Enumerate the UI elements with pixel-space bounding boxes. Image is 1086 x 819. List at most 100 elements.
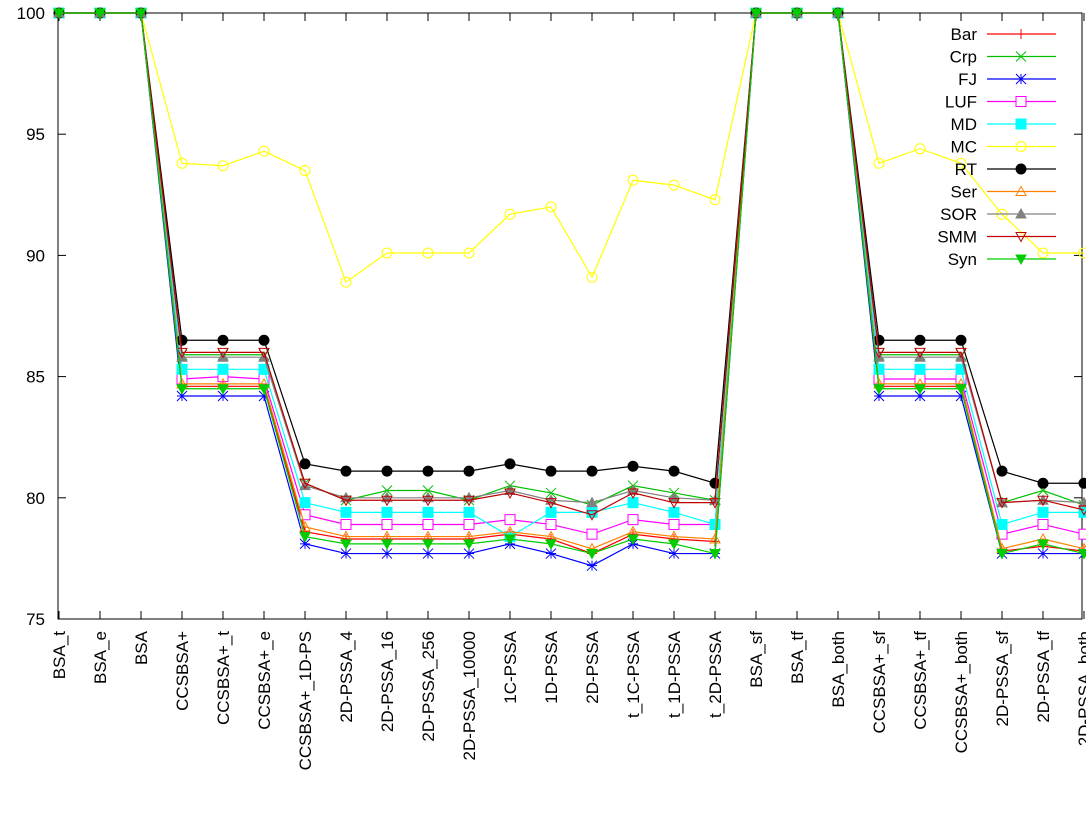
data-point	[955, 384, 967, 395]
data-point	[299, 497, 311, 509]
data-point	[422, 548, 434, 559]
data-point	[586, 528, 598, 540]
data-point	[996, 549, 1008, 560]
series-line	[59, 12, 1085, 555]
data-point	[1015, 254, 1027, 266]
x-tick-label: 2D-PSSA_tf	[1034, 631, 1053, 723]
data-point	[217, 384, 229, 395]
data-point	[914, 384, 926, 395]
x-tick-label: BSA_t	[50, 631, 69, 679]
data-point	[381, 539, 393, 550]
data-point	[586, 465, 598, 477]
x-tick-label: BSA_tf	[788, 631, 807, 684]
data-point	[1037, 477, 1049, 489]
series-luf	[53, 7, 1086, 540]
data-point	[422, 506, 434, 518]
x-tick-label: BSA_both	[829, 631, 848, 708]
data-point	[627, 484, 639, 496]
x-tick-label: 2D-PSSA_both	[1075, 631, 1086, 746]
series-layer	[53, 6, 1086, 572]
data-point	[176, 390, 188, 402]
data-point	[586, 510, 598, 521]
data-point	[504, 208, 516, 220]
data-point	[914, 334, 926, 346]
data-point	[955, 390, 967, 402]
legend-label: RT	[955, 160, 977, 179]
data-point	[545, 487, 557, 499]
legend-item-ser: Ser	[951, 183, 1056, 202]
data-point	[463, 247, 475, 259]
data-point	[217, 363, 229, 375]
series-line	[59, 12, 1084, 538]
legend-item-syn: Syn	[948, 250, 1056, 269]
series-fj	[53, 7, 1086, 572]
legend-item-sor: SOR	[940, 205, 1056, 224]
data-point	[176, 363, 188, 375]
y-tick-label: 90	[26, 246, 45, 265]
data-point	[463, 548, 475, 559]
data-point	[1016, 29, 1026, 39]
legend-item-mc: MC	[951, 138, 1056, 157]
x-tick-label: 2D-PSSA	[583, 630, 602, 703]
x-tick-label: 2D-PSSA_4	[337, 631, 356, 723]
data-point	[586, 271, 598, 283]
x-tick-label: 2D-PSSA_16	[378, 631, 397, 732]
data-point	[545, 518, 557, 530]
legend-item-bar: Bar	[951, 25, 1056, 44]
data-point	[463, 518, 475, 530]
data-point	[258, 384, 270, 395]
x-tick-label: CCSBSA+	[173, 631, 192, 711]
data-point	[709, 549, 721, 560]
series-rt	[53, 7, 1086, 489]
data-point	[463, 495, 475, 507]
data-point	[668, 539, 680, 550]
x-tick-label: BSA_sf	[747, 631, 766, 688]
legend-label: FJ	[958, 70, 977, 89]
data-point	[299, 509, 311, 521]
data-point	[1015, 73, 1027, 85]
legend-item-luf: LUF	[945, 93, 1056, 112]
data-point	[176, 347, 188, 359]
data-point	[627, 460, 639, 472]
data-point	[299, 478, 311, 490]
data-point	[873, 390, 885, 402]
x-tick-label: t_1C-PSSA	[624, 630, 643, 718]
y-tick-label: 100	[17, 4, 45, 23]
data-point	[914, 347, 926, 359]
data-point	[1078, 528, 1086, 540]
series-smm	[53, 8, 1086, 521]
data-point	[340, 465, 352, 477]
legend-label: SMM	[937, 228, 977, 247]
data-point	[381, 548, 393, 559]
legend-label: Ser	[951, 183, 978, 202]
data-point	[1015, 207, 1027, 219]
data-point	[422, 539, 434, 550]
data-point	[176, 157, 188, 169]
data-point	[668, 518, 680, 530]
data-point	[914, 143, 926, 155]
legend-label: MC	[951, 138, 977, 157]
data-point	[709, 532, 721, 544]
series-line	[59, 12, 1085, 506]
x-tick-label: t_1D-PSSA	[665, 630, 684, 718]
data-point	[873, 384, 885, 395]
data-point	[422, 495, 434, 507]
data-point	[996, 518, 1008, 530]
data-point	[340, 539, 352, 550]
x-tick-label: 1C-PSSA	[501, 630, 520, 703]
data-point	[1037, 247, 1049, 259]
data-point	[791, 8, 803, 20]
series-md	[53, 7, 1086, 543]
data-point	[258, 334, 270, 346]
x-tick-label: CCSBSA+_both	[952, 631, 971, 753]
data-point	[422, 247, 434, 259]
data-point	[668, 506, 680, 518]
data-point	[258, 145, 270, 157]
legend-label: LUF	[945, 93, 977, 112]
x-tick-label: CCSBSA+_1D-PS	[296, 631, 315, 770]
data-point	[504, 484, 516, 496]
data-point	[504, 534, 516, 546]
data-point	[832, 8, 844, 20]
data-point	[627, 514, 639, 526]
